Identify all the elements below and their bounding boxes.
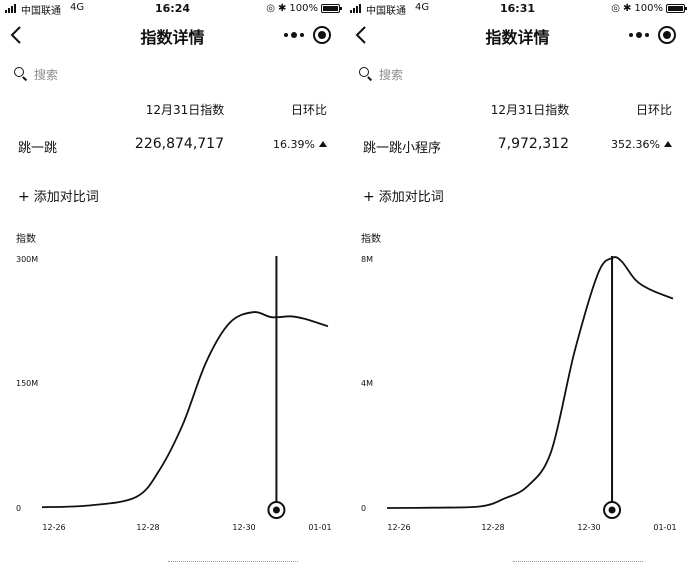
y-tick-label: 8M bbox=[361, 255, 373, 264]
close-button[interactable] bbox=[313, 26, 331, 44]
search-input[interactable]: 搜索 bbox=[359, 65, 559, 85]
keyword-index-value: 7,972,312 bbox=[497, 136, 569, 152]
search-icon bbox=[359, 67, 373, 81]
y-tick-label: 150M bbox=[16, 379, 38, 388]
keyword-term: 跳一跳小程序 bbox=[363, 141, 442, 156]
y-tick-label: 4M bbox=[361, 379, 373, 388]
status-right: ◎ ✱ 100% bbox=[611, 1, 687, 15]
add-compare-label: 添加对比词 bbox=[378, 190, 444, 205]
x-tick-label: 01-01 bbox=[653, 523, 676, 532]
close-button[interactable] bbox=[658, 26, 676, 44]
more-button[interactable] bbox=[279, 23, 309, 47]
status-time: 16:24 bbox=[154, 2, 190, 15]
carrier-name: 中国联通 bbox=[366, 6, 406, 17]
nav-bar: 指数详情 bbox=[345, 18, 690, 52]
bluetooth-icon: ✱ bbox=[623, 2, 632, 14]
add-compare-button[interactable]: + 添加对比词 bbox=[18, 186, 99, 205]
location-icon: ◎ bbox=[266, 2, 276, 14]
more-dot bbox=[645, 33, 649, 37]
more-dot bbox=[300, 33, 304, 37]
status-bar: 中国联通 4G 16:24 ◎ ✱ 100% bbox=[0, 0, 345, 18]
chevron-left-icon bbox=[10, 26, 21, 44]
battery-percent: 100% bbox=[289, 2, 318, 14]
status-time: 16:31 bbox=[499, 2, 535, 15]
series-line bbox=[386, 256, 674, 509]
index-trend-chart[interactable]: 指数 8M 4M 0 12-26 12-28 12-30 01-01 bbox=[345, 228, 690, 540]
back-button[interactable] bbox=[353, 24, 373, 46]
cursor-handle-dot bbox=[608, 506, 616, 514]
keyword-ratio: 16.39% bbox=[273, 138, 327, 151]
plus-icon: + bbox=[363, 189, 375, 205]
signal-icon bbox=[5, 4, 19, 13]
status-bar: 中国联通 4G 16:31 ◎ ✱ 100% bbox=[345, 0, 690, 18]
index-trend-chart[interactable]: 指数 300M 150M 0 12-26 12-28 12-30 01-01 bbox=[0, 228, 345, 540]
day-ratio-header: 日环比 bbox=[290, 103, 327, 117]
x-tick-label: 12-26 bbox=[42, 523, 65, 532]
x-tick-label: 12-30 bbox=[577, 523, 600, 532]
y-axis-label: 指数 bbox=[16, 232, 36, 245]
date-index-header: 12月31日指数 bbox=[145, 103, 225, 117]
network-type: 4G bbox=[415, 2, 430, 13]
bluetooth-icon: ✱ bbox=[278, 2, 287, 14]
x-tick-label: 12-26 bbox=[387, 523, 410, 532]
cursor-handle-dot bbox=[272, 506, 280, 514]
network-type: 4G bbox=[70, 2, 85, 13]
index-detail-screen-right: 中国联通 4G 16:31 ◎ ✱ 100% 指数详情 搜索 12月31日指数 … bbox=[345, 0, 690, 565]
keyword-ratio: 352.36% bbox=[611, 138, 672, 151]
more-dot bbox=[636, 32, 642, 38]
trend-up-icon bbox=[319, 141, 327, 147]
mini-program-capsule bbox=[279, 23, 339, 47]
battery-percent: 100% bbox=[634, 2, 663, 14]
search-placeholder: 搜索 bbox=[379, 68, 404, 82]
x-tick-label: 12-28 bbox=[481, 523, 504, 532]
line-chart-svg: 指数 300M 150M 0 12-26 12-28 12-30 01-01 bbox=[16, 232, 332, 532]
keyword-index-value: 226,874,717 bbox=[134, 136, 224, 152]
more-dots-icon bbox=[284, 33, 288, 37]
ratio-value: 16.39% bbox=[273, 138, 315, 151]
location-icon: ◎ bbox=[611, 2, 621, 14]
home-indicator bbox=[513, 561, 643, 562]
back-button[interactable] bbox=[8, 24, 28, 46]
add-compare-button[interactable]: + 添加对比词 bbox=[363, 186, 444, 205]
more-dot bbox=[291, 32, 297, 38]
line-chart-svg: 指数 8M 4M 0 12-26 12-28 12-30 01-01 bbox=[361, 232, 677, 532]
more-dots-icon bbox=[629, 33, 633, 37]
y-axis-label: 指数 bbox=[361, 232, 381, 245]
plus-icon: + bbox=[18, 189, 30, 205]
mini-program-capsule bbox=[624, 23, 684, 47]
keyword-term: 跳一跳 bbox=[18, 141, 58, 156]
day-ratio-header: 日环比 bbox=[635, 103, 672, 117]
page-title: 指数详情 bbox=[140, 28, 205, 47]
series-line bbox=[41, 311, 329, 509]
x-tick-label: 01-01 bbox=[308, 523, 331, 532]
search-input[interactable]: 搜索 bbox=[14, 65, 214, 85]
keyword-row[interactable]: 跳一跳 226,874,717 16.39% bbox=[0, 136, 345, 157]
status-right: ◎ ✱ 100% bbox=[266, 1, 342, 15]
trend-up-icon bbox=[664, 141, 672, 147]
page-title: 指数详情 bbox=[485, 28, 550, 47]
search-placeholder: 搜索 bbox=[34, 68, 59, 82]
search-icon bbox=[14, 67, 28, 81]
signal-icon bbox=[350, 4, 364, 13]
index-detail-screen-left: 中国联通 4G 16:24 ◎ ✱ 100% 指数详情 搜索 12月31日指数 … bbox=[0, 0, 345, 565]
carrier-name: 中国联通 bbox=[21, 6, 61, 17]
chevron-left-icon bbox=[355, 26, 366, 44]
ratio-value: 352.36% bbox=[611, 138, 660, 151]
battery-icon bbox=[666, 3, 687, 13]
y-tick-label: 0 bbox=[16, 504, 21, 513]
x-tick-label: 12-30 bbox=[232, 523, 255, 532]
add-compare-label: 添加对比词 bbox=[33, 190, 99, 205]
y-tick-label: 300M bbox=[16, 255, 38, 264]
y-tick-label: 0 bbox=[361, 504, 366, 513]
home-indicator bbox=[168, 561, 298, 562]
battery-icon bbox=[321, 3, 342, 13]
more-button[interactable] bbox=[624, 23, 654, 47]
keyword-row[interactable]: 跳一跳小程序 7,972,312 352.36% bbox=[345, 136, 690, 157]
x-tick-label: 12-28 bbox=[136, 523, 159, 532]
nav-bar: 指数详情 bbox=[0, 18, 345, 52]
date-index-header: 12月31日指数 bbox=[490, 103, 570, 117]
